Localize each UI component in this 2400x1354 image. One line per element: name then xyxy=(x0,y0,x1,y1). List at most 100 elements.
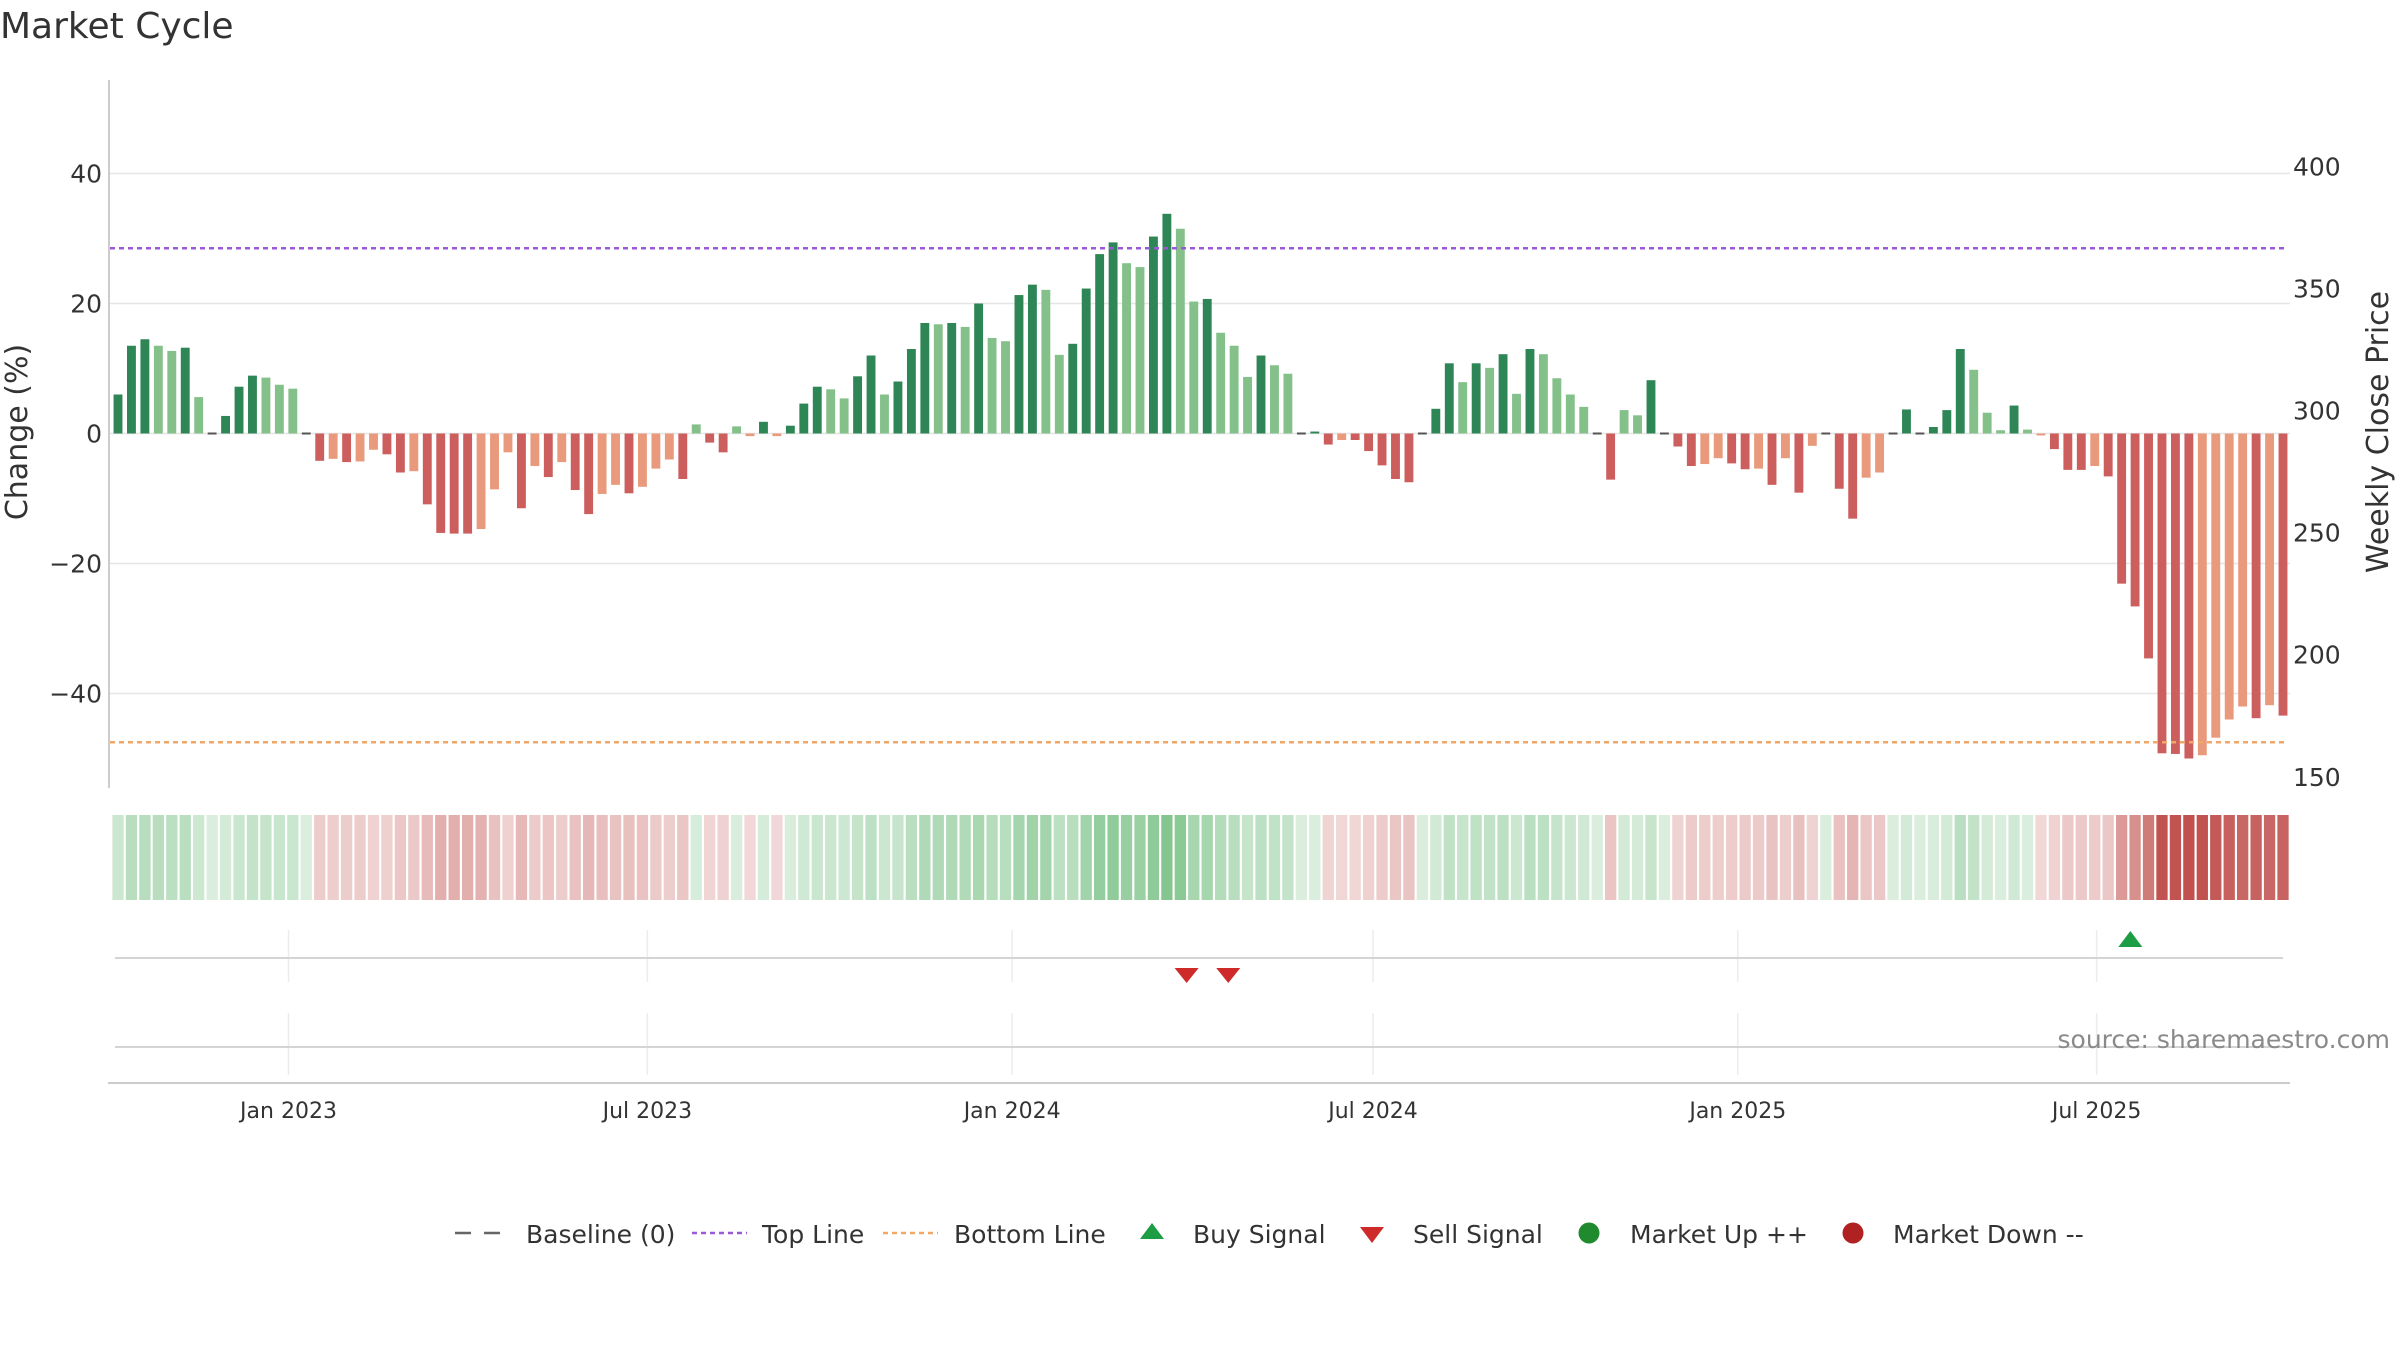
heat-cell xyxy=(690,815,702,900)
heat-cell xyxy=(2250,815,2262,900)
heat-cell xyxy=(1847,815,1859,900)
bar xyxy=(987,337,997,434)
bar xyxy=(732,426,742,434)
heat-cell xyxy=(1914,815,1926,900)
heat-cell xyxy=(583,815,595,900)
heat-cell xyxy=(502,815,514,900)
heat-cell xyxy=(1295,815,1308,900)
heat-cell xyxy=(663,815,675,900)
bar xyxy=(974,303,984,434)
heat-cell xyxy=(1699,815,1711,900)
heat-cell xyxy=(1215,815,1227,900)
heat-cell xyxy=(1483,815,1496,900)
buy-signal-marker xyxy=(2118,931,2143,947)
bar xyxy=(1216,332,1226,434)
bar xyxy=(395,433,405,473)
legend-marker-sell xyxy=(1360,1227,1384,1243)
reference-lines xyxy=(110,247,2285,744)
bar xyxy=(920,323,930,434)
heat-cell xyxy=(1685,815,1697,900)
heat-cell xyxy=(1093,815,1106,900)
heat-cell xyxy=(381,815,393,900)
heat-cell xyxy=(596,815,608,900)
bar xyxy=(557,433,567,463)
heat-cell xyxy=(448,815,460,900)
bar xyxy=(2278,433,2288,716)
bar xyxy=(1229,345,1239,434)
sell-signal-marker xyxy=(1216,968,1241,983)
heat-cell xyxy=(1416,815,1429,900)
legend-label: Bottom Line xyxy=(954,1220,1106,1249)
y-tick-label: 40 xyxy=(70,160,102,189)
bars xyxy=(113,213,2288,759)
heat-cell xyxy=(972,815,985,900)
heat-cell xyxy=(744,815,756,900)
bar xyxy=(2211,433,2221,738)
heat-cell xyxy=(1524,815,1536,900)
bar xyxy=(1391,433,1400,479)
heat-cell xyxy=(1322,815,1334,900)
heat-cell xyxy=(919,815,931,900)
bar xyxy=(476,433,486,530)
heat-cell xyxy=(1120,815,1133,900)
gridlines xyxy=(110,172,2290,1075)
heat-cell xyxy=(1941,815,1953,900)
bar xyxy=(140,339,150,434)
heat-cell xyxy=(166,815,178,900)
bar xyxy=(207,432,217,435)
heat-cell xyxy=(1860,815,1872,900)
bar xyxy=(1902,409,1911,434)
bar xyxy=(2170,433,2180,754)
y-tick-label: −40 xyxy=(49,680,102,709)
bar xyxy=(826,389,836,434)
heat-cell xyxy=(932,815,944,900)
y-tick-label: 20 xyxy=(70,290,102,319)
bar xyxy=(2076,433,2086,470)
bar xyxy=(1565,394,1575,434)
bar xyxy=(1552,378,1562,434)
bar xyxy=(1538,354,1548,434)
heat-cell xyxy=(488,815,501,900)
heat-cell xyxy=(1591,815,1603,900)
bar xyxy=(2238,433,2248,707)
bar xyxy=(422,433,432,505)
bar xyxy=(1821,432,1831,435)
heat-cell xyxy=(2237,815,2249,900)
heat-cell xyxy=(825,815,837,900)
heat-cell xyxy=(1806,815,1818,900)
bar xyxy=(1807,433,1817,446)
heat-cell xyxy=(2062,815,2074,900)
heat-cell xyxy=(461,815,474,900)
heat-cell xyxy=(1336,815,1348,900)
bar xyxy=(839,398,849,434)
heat-cell xyxy=(2075,815,2087,900)
heat-cell xyxy=(1107,815,1119,900)
bar xyxy=(1296,432,1306,435)
bar xyxy=(127,345,136,434)
bar xyxy=(274,384,284,434)
heat-cell xyxy=(1994,815,2007,900)
x-tick-label: Jan 2025 xyxy=(1687,1099,1786,1124)
heat-cell xyxy=(1578,815,1590,900)
heat-cell xyxy=(1403,815,1415,900)
heat-cell xyxy=(435,815,447,900)
bar xyxy=(651,433,661,469)
heat-cell xyxy=(408,815,420,900)
bar xyxy=(2197,433,2207,756)
heat-cell xyxy=(1981,815,1993,900)
bar xyxy=(1162,213,1172,434)
heat-cell xyxy=(2196,815,2208,900)
heat-cell xyxy=(1604,815,1617,900)
bar xyxy=(2144,433,2153,659)
bar xyxy=(853,376,863,434)
heat-cell xyxy=(2115,815,2128,900)
heat-cell xyxy=(314,815,326,900)
heat-cell xyxy=(1779,815,1792,900)
bar xyxy=(503,433,513,453)
heat-cell xyxy=(865,815,877,900)
heat-cell xyxy=(1147,815,1160,900)
heat-cell xyxy=(1067,815,1079,900)
bar xyxy=(1848,433,1858,519)
